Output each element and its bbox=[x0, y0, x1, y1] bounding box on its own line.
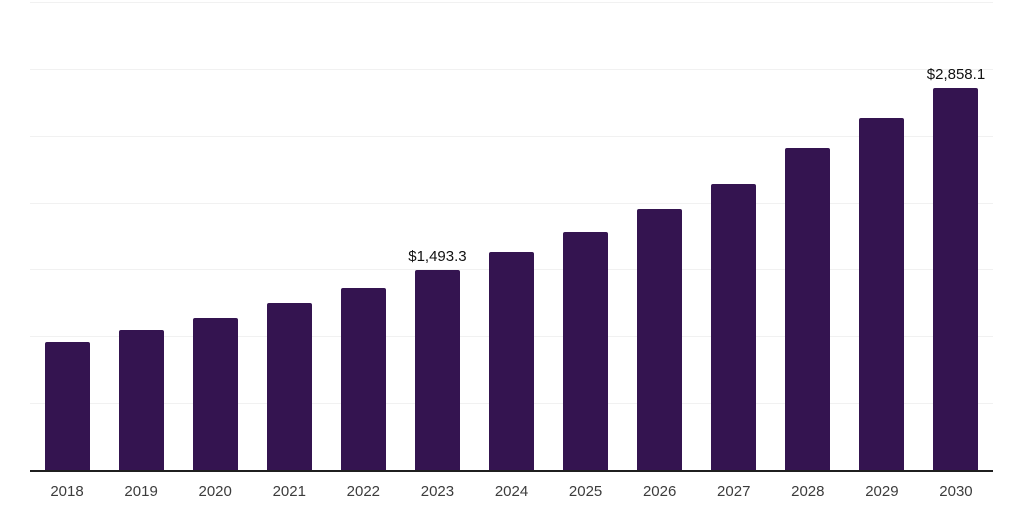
bar-slot-2024 bbox=[474, 2, 548, 470]
bar-slot-2026 bbox=[623, 2, 697, 470]
bar-slot-2030: $2,858.1 bbox=[919, 2, 993, 470]
bar-slot-2027 bbox=[697, 2, 771, 470]
bar-2023 bbox=[414, 270, 460, 470]
bar-slot-2023: $1,493.3 bbox=[400, 2, 474, 470]
bar-2027 bbox=[711, 183, 757, 470]
bar-2030 bbox=[933, 87, 979, 470]
x-tick-label-2029: 2029 bbox=[865, 483, 899, 500]
value-label-2030: $2,858.1 bbox=[926, 65, 986, 83]
x-axis: 2018 2019 2020 2021 2022 2023 2024 2025 2026 2027… bbox=[30, 484, 993, 500]
bar-2024 bbox=[489, 251, 534, 470]
bar-2025 bbox=[563, 231, 609, 470]
gridline-3000 bbox=[30, 68, 993, 70]
bar-slot-2029 bbox=[845, 2, 919, 470]
x-tick-label-2024: 2024 bbox=[494, 483, 529, 500]
bars-row: $1,493.3 $2,858.1 bbox=[30, 2, 993, 470]
gridline-3500 bbox=[30, 2, 993, 3]
x-tick-label-2026: 2026 bbox=[642, 483, 677, 500]
x-tick-label-2030: 2030 bbox=[939, 483, 973, 500]
bar-2022 bbox=[340, 287, 386, 470]
plot-area: $1,493.3 $2,858.1 bbox=[30, 2, 993, 472]
value-label-2023: $1,493.3 bbox=[408, 248, 467, 266]
x-tick-label-2018: 2018 bbox=[50, 483, 84, 500]
x-tick-label-2020: 2020 bbox=[198, 483, 232, 500]
gridline-2500 bbox=[30, 135, 993, 137]
bar-slot-2025 bbox=[549, 2, 623, 470]
x-tick-label-2027: 2027 bbox=[717, 483, 751, 500]
bar-slot-2021 bbox=[252, 2, 326, 470]
bar-slot-2022 bbox=[326, 2, 400, 470]
bar-2020 bbox=[192, 317, 238, 470]
bar-slot-2019 bbox=[104, 2, 178, 470]
bar-2028 bbox=[785, 148, 831, 470]
x-tick-label-2028: 2028 bbox=[791, 483, 825, 500]
bar-2019 bbox=[118, 330, 164, 470]
x-tick-label-2023: 2023 bbox=[420, 483, 455, 500]
bar-slot-2020 bbox=[178, 2, 252, 470]
x-tick-label-2019: 2019 bbox=[124, 483, 158, 500]
gridline-2000 bbox=[30, 202, 993, 204]
x-tick-label-2022: 2022 bbox=[346, 483, 381, 500]
bar-slot-2018 bbox=[30, 2, 104, 470]
x-tick-label-2025: 2025 bbox=[568, 483, 603, 500]
bar-2018 bbox=[44, 342, 90, 470]
bar-2029 bbox=[859, 118, 905, 470]
bar-slot-2028 bbox=[771, 2, 845, 470]
x-tick-label-2021: 2021 bbox=[272, 483, 306, 500]
bar-2026 bbox=[637, 208, 683, 470]
bar-2021 bbox=[266, 303, 312, 470]
